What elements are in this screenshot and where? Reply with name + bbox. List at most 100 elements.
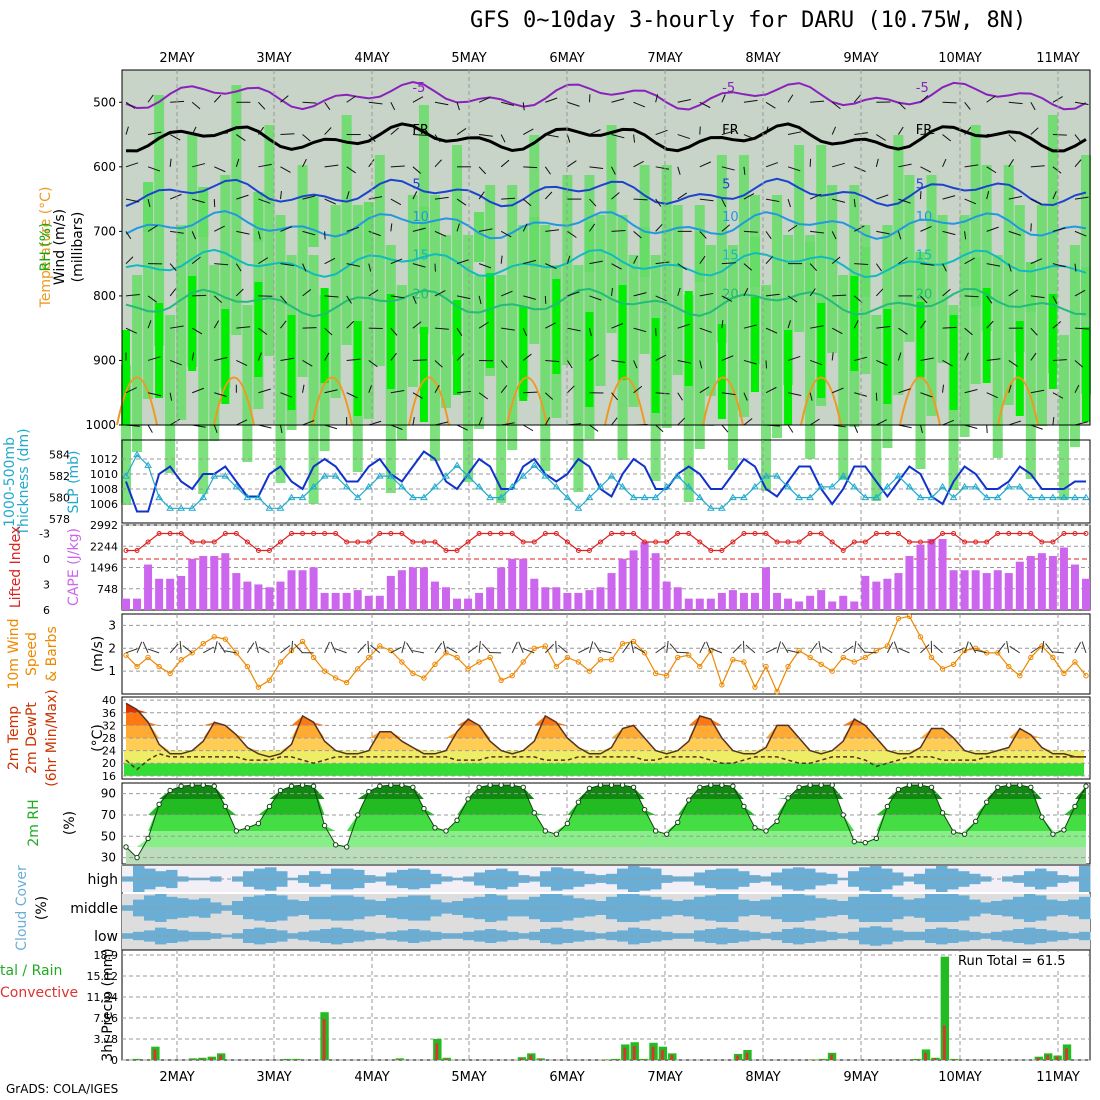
wind10-barb: [224, 650, 237, 654]
wind10-speed-point: [421, 675, 427, 681]
cape-tick-label: 1496: [90, 562, 118, 575]
wind10-speed-point: [597, 657, 604, 663]
rh-streak-bright: [784, 330, 793, 425]
wind-barb: [677, 417, 686, 426]
date-label-top: 9MAY: [843, 51, 878, 66]
lifted-index-point: [984, 539, 990, 545]
wind10-barb: [291, 640, 294, 653]
thickness-point: [210, 472, 219, 479]
surface-temp-contour: [604, 376, 646, 426]
wind-barb: [545, 229, 560, 232]
wind-barb: [125, 101, 136, 109]
wind-barb: [920, 263, 935, 266]
wind-barb: [633, 360, 638, 369]
cloud-cover-bar: [331, 895, 343, 921]
lifted-index-point: [586, 548, 592, 553]
cape-bar: [166, 578, 175, 610]
rh-point: [928, 784, 935, 790]
rh-point: [520, 784, 526, 790]
wind-barb: [434, 230, 447, 237]
wind-barb: [898, 327, 908, 335]
wind-barb: [1008, 289, 1019, 297]
cloud-cover-bar: [991, 931, 1003, 941]
panel-label: 2m DewPt: [24, 702, 40, 774]
lifted-index-point: [597, 539, 603, 545]
wind-barb: [810, 100, 825, 103]
rh-streak: [396, 285, 407, 440]
wind-barb: [500, 360, 508, 368]
thickness-point: [673, 472, 682, 479]
wind10-speed-point: [553, 663, 560, 670]
cloud-cover-bar: [122, 905, 134, 911]
cloud-cover-bar: [298, 901, 310, 915]
wind-barb: [787, 355, 801, 361]
wind-barb: [1052, 321, 1062, 329]
wind-barb: [633, 101, 646, 108]
wind-barb: [169, 288, 177, 297]
wind10-panel-frame: [121, 613, 1091, 695]
cloud-cover-bar: [408, 929, 420, 943]
lifted-index-point: [454, 548, 460, 553]
thickness-point: [850, 482, 859, 490]
wind-barb: [214, 225, 225, 232]
cloud-cover-bar: [1068, 876, 1080, 882]
wind-barb: [147, 392, 162, 397]
panel-label: 3hr Precip (mm): [100, 948, 116, 1061]
wind-barb: [412, 166, 422, 174]
wind-barb: [633, 385, 643, 394]
wind-barb: [479, 228, 493, 232]
rh-fill-band: [126, 785, 1086, 815]
precip-convective-bar: [322, 1018, 326, 1060]
wind-barb: [390, 352, 397, 361]
wind10-barb: [898, 647, 910, 654]
wind10-speed-point: [675, 654, 681, 661]
temp-tick-label: 16: [102, 770, 116, 783]
lifted-index-point: [553, 531, 559, 536]
wind-barb: [765, 231, 772, 240]
wind-barb: [390, 295, 405, 299]
surface-temp-contour: [899, 376, 941, 426]
cape-bar: [353, 590, 362, 610]
isotherm-label: 5: [412, 178, 420, 193]
wind10-speed-point: [1028, 654, 1034, 661]
wind-barb: [743, 392, 748, 401]
cape-bar: [375, 595, 384, 610]
wind-barb: [1052, 295, 1058, 304]
panel-label: Thickness (dm): [16, 428, 32, 536]
cape-bar: [342, 592, 351, 610]
wind-barb: [324, 327, 333, 336]
wind-barb: [942, 288, 951, 297]
lifted-index-point: [322, 531, 328, 536]
cloud-cover-bar: [837, 933, 849, 939]
wind-barb: [920, 320, 927, 329]
precip-convective-bar: [924, 1052, 927, 1060]
cape-bar: [320, 592, 329, 610]
wind10-barb: [1030, 645, 1042, 654]
rh-point: [675, 819, 681, 826]
wind10-speed-point: [1006, 663, 1012, 670]
wind10-barb: [401, 641, 406, 653]
isotherm-label: 15: [412, 249, 429, 264]
wind-barb: [412, 227, 426, 232]
wind-barb: [125, 294, 140, 297]
wind-barb: [500, 255, 503, 264]
wind-barb: [1074, 384, 1080, 393]
cape-bar: [662, 581, 671, 610]
wind-barb: [743, 193, 755, 200]
wind10-speed-point: [178, 657, 184, 663]
wind10-barb: [202, 646, 214, 654]
wind-barb: [1030, 198, 1042, 205]
wind10-barb: [886, 641, 894, 654]
rh-point: [752, 825, 758, 831]
rh-point: [939, 810, 946, 816]
precip-convective-bar: [736, 1055, 739, 1060]
wind10-tick-label: 1: [108, 664, 116, 678]
wind-barb: [919, 424, 923, 434]
wind-barb: [346, 95, 356, 103]
wind-barb: [699, 360, 703, 369]
wind-barb: [898, 388, 911, 394]
temp-band-green: [124, 763, 1084, 776]
wind-barb: [986, 95, 996, 103]
lifted-index-point: [344, 539, 350, 545]
date-label-bottom: 7MAY: [647, 1070, 682, 1085]
